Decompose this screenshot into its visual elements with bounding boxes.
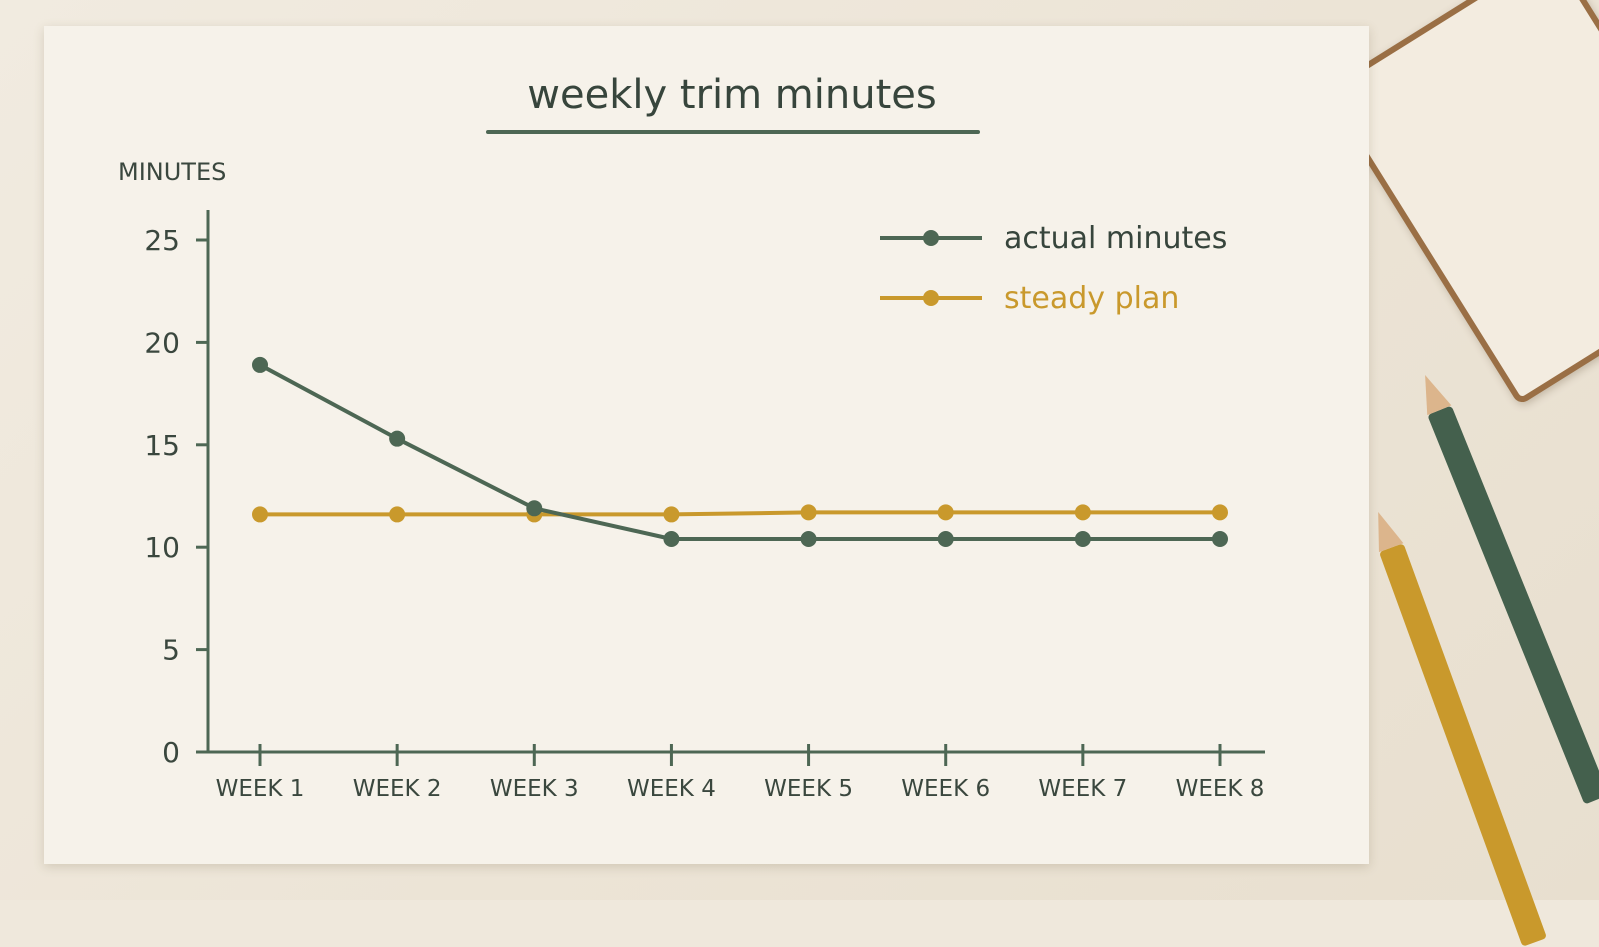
y-tick-label: 10 (144, 531, 180, 564)
data-point (389, 506, 406, 523)
data-point (252, 506, 268, 523)
line-chart: weekly trim minutes MINUTES 0 5 10 15 20 25 W… (118, 72, 1265, 802)
chart-card (44, 26, 1369, 864)
x-tick-label: WEEK 4 (627, 776, 716, 802)
x-tick-label: WEEK 6 (901, 776, 990, 802)
x-tick-label: WEEK 5 (764, 776, 853, 802)
series-line (260, 510, 1220, 517)
chart-title: weekly trim minutes (527, 72, 936, 118)
series-lines (252, 356, 1228, 548)
data-point (663, 531, 680, 548)
data-point (1212, 531, 1228, 548)
data-point (937, 504, 954, 521)
x-tick-label: WEEK 3 (490, 776, 579, 802)
legend: actual minutes steady plan (880, 221, 1227, 316)
y-tick-label: 25 (144, 224, 180, 257)
legend-label: actual minutes (1004, 221, 1227, 256)
x-ticks: WEEK 1 WEEK 2 WEEK 3 WEEK 4 WEEK 5 WEEK 6 WEEK… (216, 744, 1265, 802)
data-point (937, 531, 954, 548)
y-tick-label: 0 (162, 736, 180, 769)
legend-swatch-marker (923, 290, 939, 306)
y-tick-label: 5 (162, 634, 180, 667)
data-point (663, 506, 680, 523)
data-point (389, 430, 406, 447)
y-tick-label: 20 (144, 326, 180, 359)
x-tick-label: WEEK 8 (1176, 776, 1265, 802)
legend-label: steady plan (1004, 281, 1179, 316)
data-point (252, 356, 268, 373)
data-point (1212, 504, 1228, 521)
legend-swatch-marker (923, 230, 939, 246)
data-point (526, 500, 543, 517)
x-tick-label: WEEK 7 (1038, 776, 1127, 802)
x-tick-label: WEEK 1 (216, 776, 305, 802)
data-point (1074, 504, 1091, 521)
data-point (1074, 531, 1091, 548)
y-tick-label: 15 (144, 429, 180, 462)
y-axis-label: MINUTES (118, 158, 226, 186)
data-point (800, 531, 817, 548)
y-ticks: 0 5 10 15 20 25 (144, 224, 208, 769)
data-point (800, 504, 817, 521)
x-tick-label: WEEK 2 (353, 776, 442, 802)
series-line (259, 363, 1220, 542)
